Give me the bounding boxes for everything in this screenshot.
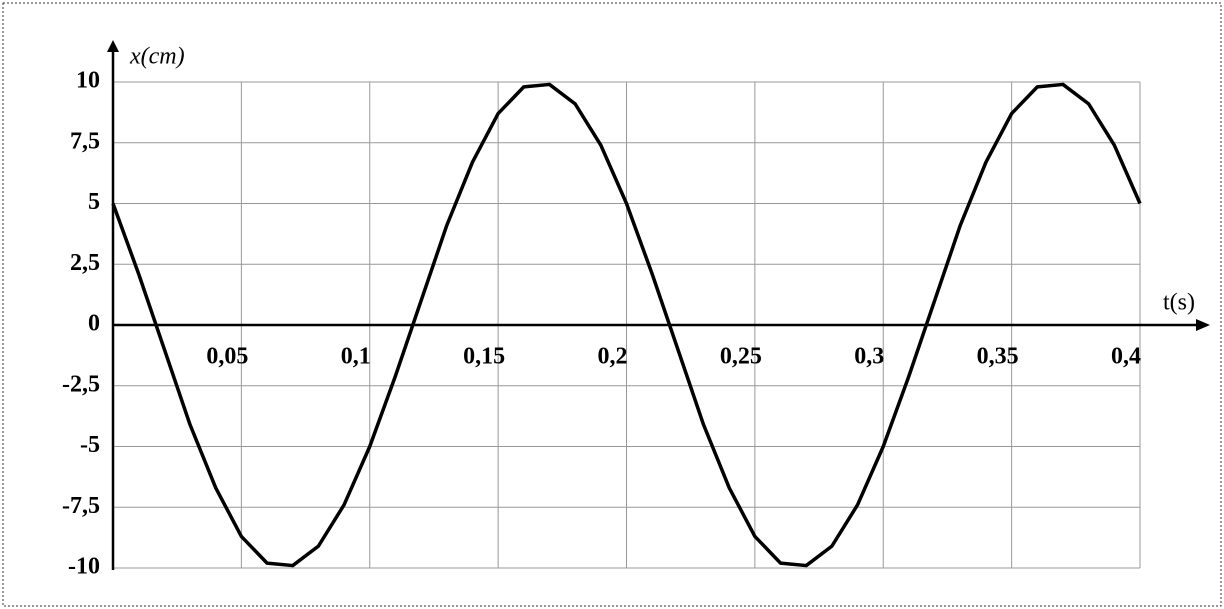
- x-tick-label: 0,3: [854, 344, 884, 370]
- frame: [3, 3, 1221, 606]
- y-tick-label: 10: [76, 68, 100, 94]
- y-tick-label: 5: [88, 189, 100, 215]
- x-tick-label: 0,05: [206, 344, 248, 370]
- y-axis-arrow: [107, 40, 119, 52]
- y-tick-label: 7,5: [70, 128, 100, 154]
- x-tick-label: 0,1: [341, 344, 371, 370]
- y-tick-label: 0: [88, 311, 100, 337]
- x-axis-arrow: [1196, 319, 1210, 331]
- y-axis-label: x(cm): [129, 44, 185, 70]
- y-tick-label: 2,5: [70, 250, 100, 276]
- x-tick-label: 0,4: [1111, 344, 1141, 370]
- x-tick-label: 0,15: [463, 344, 505, 370]
- x-axis-label: t(s): [1163, 290, 1195, 316]
- x-tick-label: 0,25: [720, 344, 762, 370]
- y-tick-label: -10: [68, 554, 100, 580]
- y-tick-label: -7,5: [62, 493, 100, 519]
- x-tick-label: 0,2: [598, 344, 628, 370]
- y-tick-label: -2,5: [62, 371, 100, 397]
- chart: x(cm) t(s) 10 7,5 5 2,5 0 -2,5 -5 -7,5 -10 0,05 0,…: [0, 0, 1224, 609]
- y-tick-label: -5: [80, 432, 100, 458]
- x-tick-label: 0,35: [977, 344, 1019, 370]
